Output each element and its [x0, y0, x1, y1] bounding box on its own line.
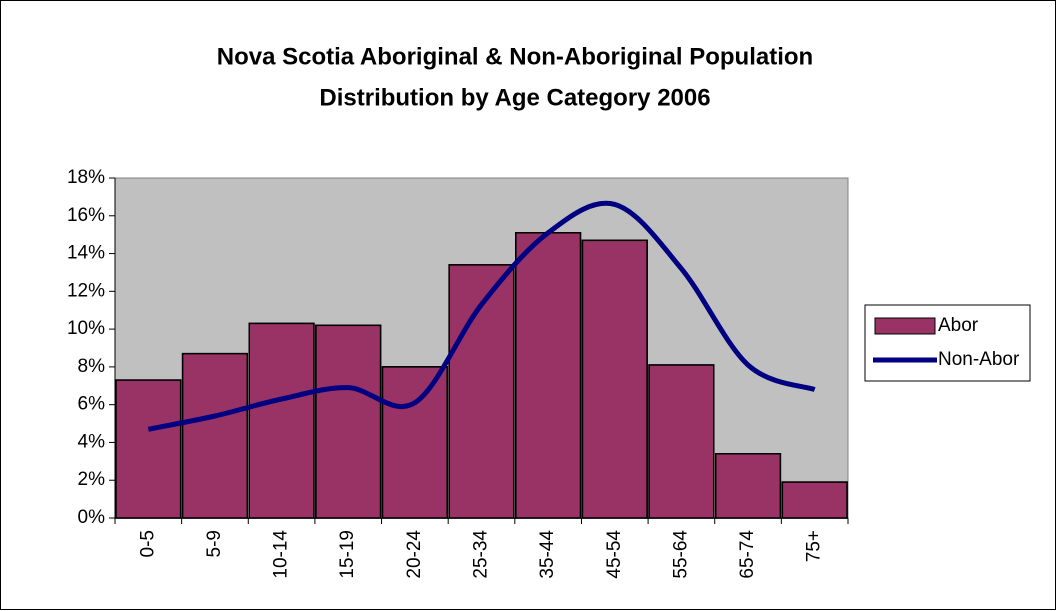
legend-label: Non-Abor — [938, 349, 1020, 370]
chart-title: Nova Scotia Aboriginal & Non-Aboriginal … — [217, 43, 813, 70]
chart-title: Distribution by Age Category 2006 — [319, 84, 710, 111]
bar — [781, 481, 848, 519]
y-tick-label: 4% — [78, 431, 106, 452]
bar — [315, 324, 382, 519]
bar — [515, 232, 582, 519]
x-tick-label: 75+ — [804, 530, 825, 562]
y-tick-label: 14% — [67, 243, 105, 264]
x-tick-label: 20-24 — [404, 530, 425, 579]
y-tick-label: 12% — [67, 280, 105, 301]
y-tick-label: 18% — [67, 167, 105, 188]
x-tick-label: 45-54 — [604, 530, 625, 579]
x-tick-label: 55-64 — [670, 530, 691, 579]
x-tick-label: 15-19 — [337, 530, 358, 579]
bar — [581, 239, 648, 519]
bar — [448, 264, 515, 519]
bar — [248, 322, 315, 519]
legend-label: Abor — [938, 315, 979, 336]
bar — [381, 366, 448, 519]
y-tick-label: 16% — [67, 205, 105, 226]
x-tick-label: 5-9 — [204, 530, 225, 557]
line — [147, 200, 816, 432]
x-tick-label: 35-44 — [537, 530, 558, 579]
x-tick-label: 0-5 — [137, 530, 158, 557]
x-tick-label: 10-14 — [271, 530, 292, 579]
bar — [181, 352, 249, 519]
legend-swatch — [874, 317, 936, 335]
bar — [115, 379, 182, 519]
y-tick-label: 6% — [78, 394, 106, 415]
y-tick-label: 10% — [67, 318, 105, 339]
bar — [714, 453, 782, 519]
x-tick-label: 25-34 — [471, 530, 492, 579]
y-tick-label: 0% — [78, 507, 106, 528]
bar — [648, 364, 715, 519]
y-tick-label: 2% — [78, 469, 106, 490]
x-tick-label: 65-74 — [737, 530, 758, 579]
y-tick-label: 8% — [78, 356, 106, 377]
